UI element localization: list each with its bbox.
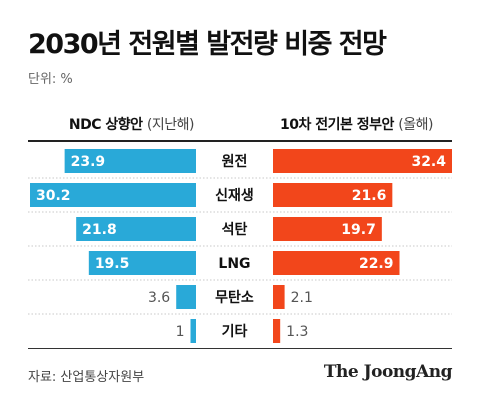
category-label: LNG xyxy=(218,256,250,272)
bar-right-0 xyxy=(273,149,452,173)
legend-left-series: NDC 상향안 (지난해) xyxy=(68,114,195,134)
bar-left-1 xyxy=(30,183,196,207)
bar-left-4 xyxy=(176,285,196,309)
legend-left-suffix: (지난해) xyxy=(146,117,195,133)
legend-right-name: 10차 전기본 정부안 xyxy=(280,117,394,133)
value-label-left: 21.8 xyxy=(82,222,117,238)
footer-rule xyxy=(28,348,452,349)
category-label: 신재생 xyxy=(215,188,254,204)
chart-title: 2030년 전원별 발전량 비중 전망 xyxy=(28,29,387,60)
publisher-logo: The JoongAng xyxy=(323,362,453,382)
value-label-left: 23.9 xyxy=(71,154,106,170)
value-label-right: 1.3 xyxy=(286,324,308,340)
value-label-right: 32.4 xyxy=(411,154,446,170)
bar-right-2 xyxy=(273,217,382,241)
value-label-right: 22.9 xyxy=(359,256,394,272)
bar-left-5 xyxy=(190,319,196,343)
bar-right-3 xyxy=(273,251,400,275)
header-rule xyxy=(28,140,452,142)
bar-right-5 xyxy=(273,319,281,343)
category-label: 기타 xyxy=(222,324,248,340)
value-label-right: 19.7 xyxy=(341,222,376,238)
value-label-right: 2.1 xyxy=(291,290,313,306)
value-label-left: 19.5 xyxy=(95,256,130,272)
unit-label: 단위: % xyxy=(28,72,73,87)
value-label-left: 3.6 xyxy=(148,290,170,306)
category-label: 석탄 xyxy=(222,221,248,238)
bar-right-1 xyxy=(273,183,393,207)
category-label: 무탄소 xyxy=(215,289,254,306)
legend-right-series: 10차 전기본 정부안 (올해) xyxy=(280,114,433,134)
value-label-left: 30.2 xyxy=(36,188,71,204)
legend-left-name: NDC 상향안 xyxy=(68,117,143,133)
source-note: 자료: 산업통상자원부 xyxy=(28,370,145,385)
bar-right-4 xyxy=(273,285,285,309)
bar-left-2 xyxy=(76,217,196,241)
value-label-left: 1 xyxy=(176,324,185,340)
legend-right-suffix: (올해) xyxy=(398,117,433,133)
bar-left-3 xyxy=(88,251,196,275)
category-label: 원전 xyxy=(222,153,248,170)
bar-left-0 xyxy=(64,149,196,173)
value-label-right: 21.6 xyxy=(352,188,387,204)
